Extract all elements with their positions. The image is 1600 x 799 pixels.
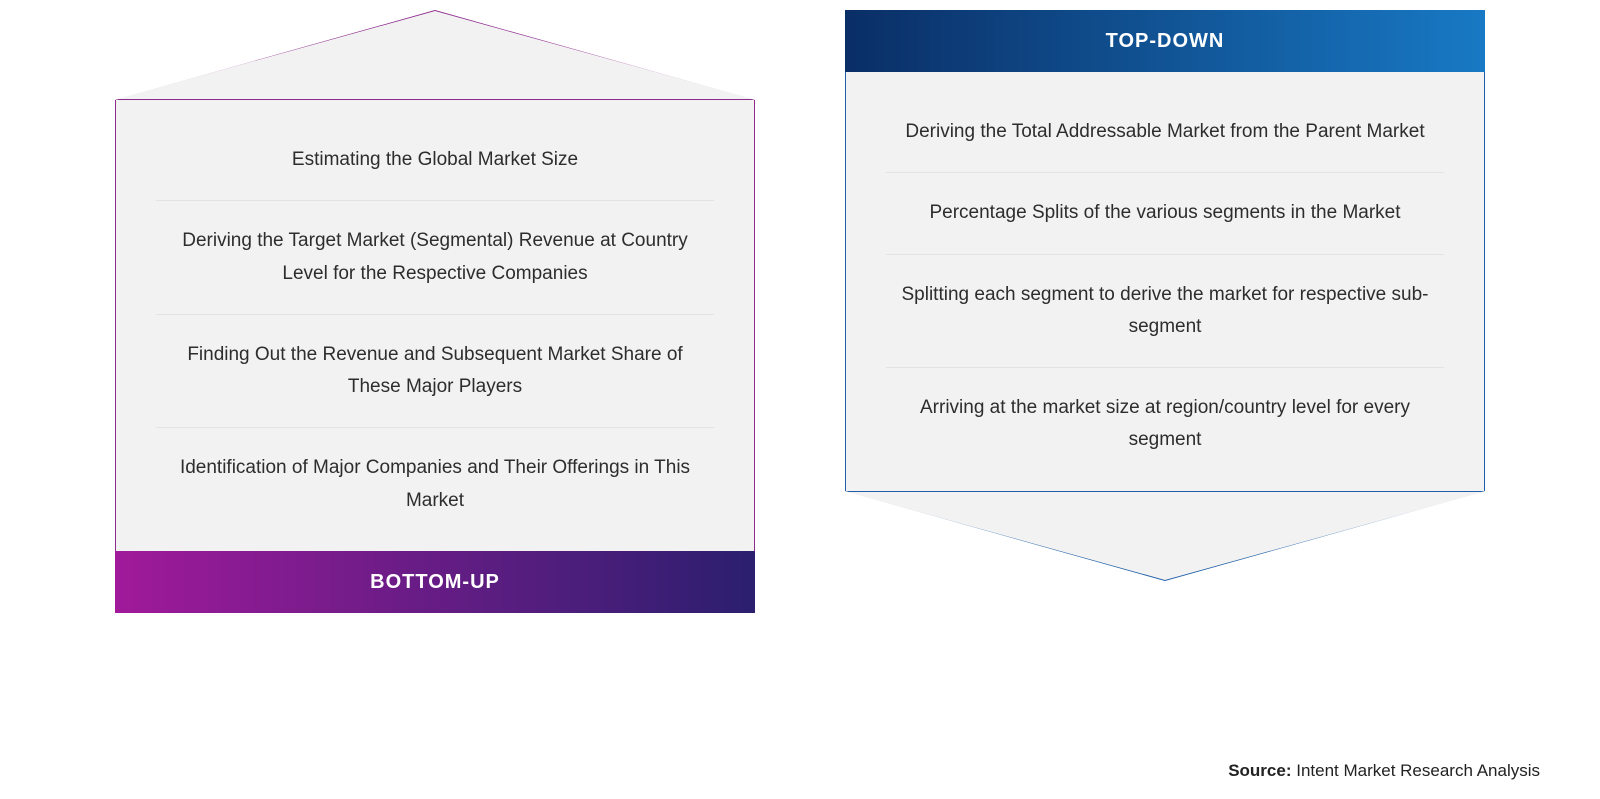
- bottom-up-item: Finding Out the Revenue and Subsequent M…: [156, 315, 714, 428]
- top-down-item: Deriving the Total Addressable Market fr…: [886, 92, 1444, 172]
- top-down-title-bar: TOP-DOWN: [845, 10, 1485, 72]
- bottom-up-item: Estimating the Global Market Size: [156, 120, 714, 200]
- top-down-panel: TOP-DOWN Deriving the Total Addressable …: [845, 10, 1485, 613]
- diagram-container: Estimating the Global Market Size Derivi…: [0, 0, 1600, 613]
- top-down-item: Arriving at the market size at region/co…: [886, 368, 1444, 481]
- source-text: Intent Market Research Analysis: [1296, 761, 1540, 780]
- bottom-up-item: Identification of Major Companies and Th…: [156, 428, 714, 541]
- bottom-up-panel: Estimating the Global Market Size Derivi…: [115, 10, 755, 613]
- bottom-up-body: Estimating the Global Market Size Derivi…: [115, 100, 755, 551]
- source-citation: Source: Intent Market Research Analysis: [1228, 761, 1540, 781]
- top-down-item: Percentage Splits of the various segment…: [886, 173, 1444, 253]
- bottom-up-title-bar: BOTTOM-UP: [115, 551, 755, 613]
- top-down-arrowhead: [845, 491, 1485, 581]
- top-down-item: Splitting each segment to derive the mar…: [886, 255, 1444, 368]
- bottom-up-item: Deriving the Target Market (Segmental) R…: [156, 201, 714, 314]
- source-label: Source:: [1228, 761, 1291, 780]
- bottom-up-arrowhead: [115, 10, 755, 100]
- top-down-body: Deriving the Total Addressable Market fr…: [845, 72, 1485, 491]
